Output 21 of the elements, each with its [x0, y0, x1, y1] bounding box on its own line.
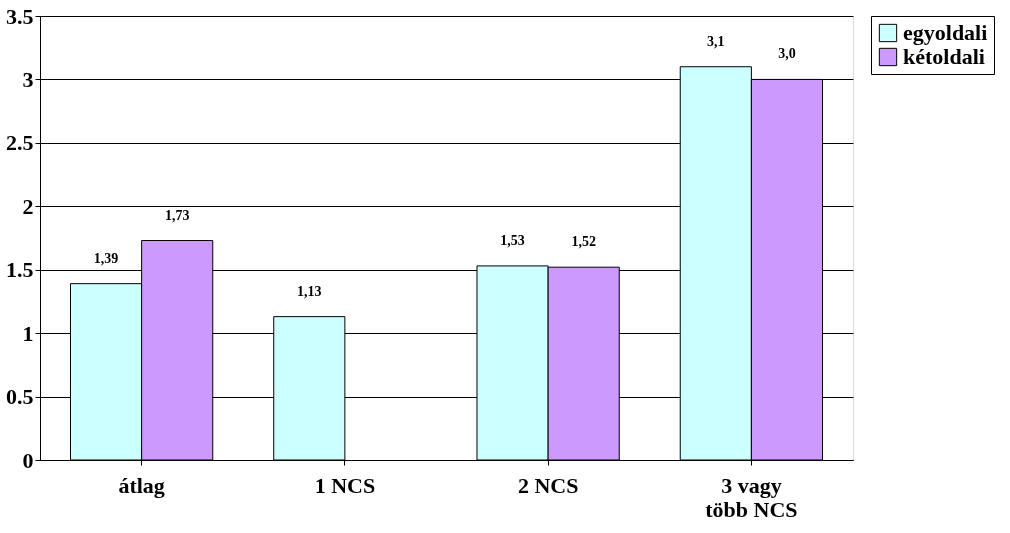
data-label: 1,52 — [571, 234, 596, 250]
y-tick-label: 2 — [22, 193, 34, 219]
y-tick-label: 1 — [22, 320, 34, 346]
data-label: 1,13 — [297, 283, 322, 299]
x-tick-label: 3 vagy több NCS — [705, 472, 798, 522]
data-label: 3,1 — [707, 33, 725, 49]
legend-label: egyoldali — [903, 20, 988, 45]
x-tick-label: átlag — [118, 472, 165, 498]
x-tick-label: 1 NCS — [314, 472, 376, 498]
x-tick-label: 2 NCS — [517, 472, 579, 498]
data-label: 1,73 — [164, 207, 190, 223]
data-label: 1,53 — [500, 232, 525, 248]
y-tick-label: 3 — [22, 66, 34, 92]
y-tick-label: 2.5 — [6, 130, 34, 156]
y-tick-label: 0 — [22, 447, 34, 473]
legend-label: kétoldali — [903, 44, 985, 69]
y-tick-label: 3.5 — [6, 3, 34, 29]
y-tick-label: 0.5 — [6, 384, 34, 410]
data-label: 1,39 — [93, 250, 119, 266]
data-label: 3,0 — [778, 46, 796, 62]
y-tick-label: 1.5 — [6, 257, 34, 283]
